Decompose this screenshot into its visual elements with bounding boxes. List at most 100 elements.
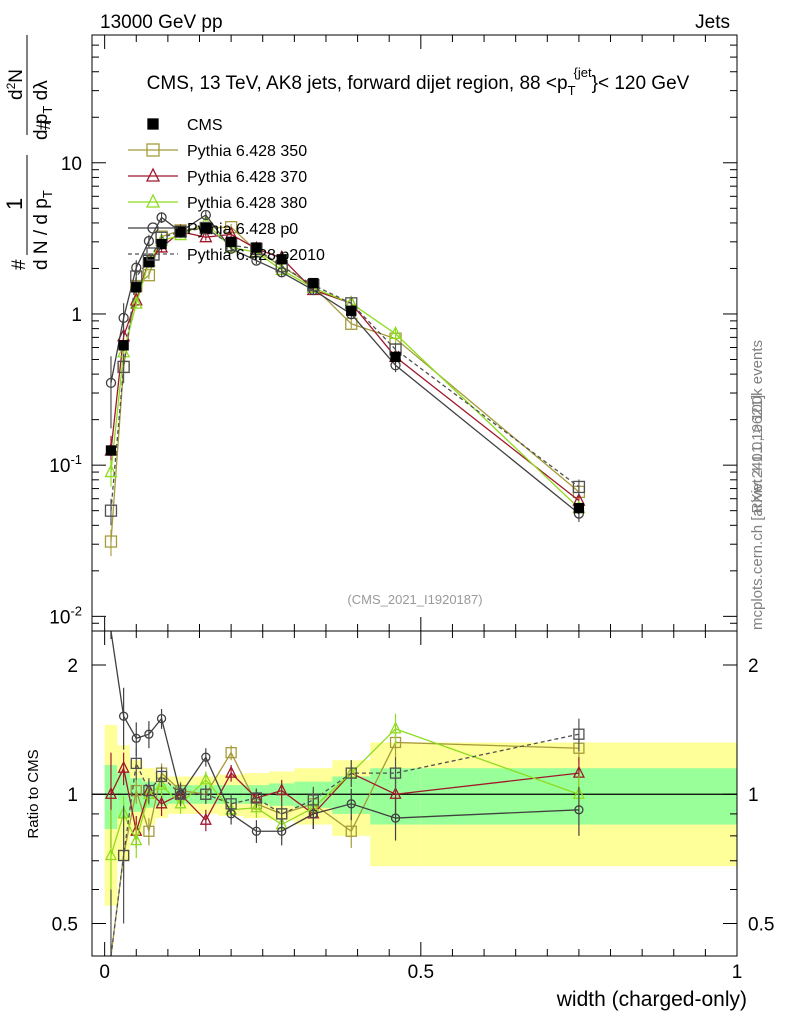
series-point (388, 325, 403, 340)
svg-text:#: # (9, 259, 30, 270)
ratio-point (117, 760, 130, 773)
cms-point (251, 242, 262, 253)
x-tick-label: 0.5 (408, 962, 434, 983)
series-point (199, 229, 213, 243)
legend-label: Pythia 6.428 p0 (187, 221, 298, 238)
ratio-point (277, 826, 287, 836)
svg-text:d2N: d2N (4, 69, 27, 100)
y-tick-label: 10 (61, 154, 82, 175)
ratio-uncertainty-bands (92, 724, 737, 906)
legend-marker (146, 247, 160, 261)
ratio-point (250, 792, 263, 804)
ratio-point (390, 813, 401, 823)
series-point (156, 212, 167, 223)
legend-entry: CMS (147, 117, 223, 134)
ratio-point (346, 799, 356, 809)
series-line (110, 226, 580, 542)
series-point (104, 535, 118, 548)
cms-point (308, 277, 319, 289)
series-point (129, 295, 143, 309)
main-series-layer (104, 209, 586, 557)
ratio-point (118, 711, 129, 721)
ratio-point (130, 757, 142, 770)
legend-label: CMS (187, 117, 223, 134)
ratio-point (104, 786, 118, 799)
main-series (104, 221, 586, 557)
legend-entry: Pythia 6.428 350 (128, 143, 307, 160)
ratio-series (110, 718, 585, 957)
ratio-point (156, 713, 167, 724)
ratio-series-layer (104, 630, 585, 957)
series-point (200, 209, 211, 221)
series-point (572, 480, 586, 494)
cms-data (105, 222, 585, 514)
svg-text:1: 1 (2, 198, 27, 210)
x-tick-label: 1 (732, 962, 743, 983)
ratio-point (104, 848, 118, 861)
cms-point (346, 305, 357, 316)
legend-entry: Pythia 6.428 p2010 (128, 247, 325, 264)
series-point (251, 255, 262, 266)
main-series (104, 215, 586, 516)
ratio-series-line (110, 728, 580, 856)
ratio-point (345, 825, 357, 837)
x-axis-label: width (charged-only) (556, 988, 747, 1011)
analysis-watermark: (CMS_2021_I1920187) (347, 592, 482, 607)
ratio-point (573, 728, 585, 740)
ratio-point (117, 849, 130, 862)
legend-label: Pythia 6.428 350 (187, 143, 307, 160)
series-point (105, 377, 117, 389)
legend-entry: Pythia 6.428 370 (128, 167, 307, 186)
legend-marker (147, 222, 159, 234)
mcplots-label: mcplots.cern.ch [arXiv:2401.10621] (749, 395, 766, 630)
ratio-point (275, 783, 288, 796)
y-tick-label: 10-2 (49, 603, 82, 628)
ratio-point (250, 800, 263, 813)
header-energy: 13000 GeV pp (100, 12, 223, 33)
ratio-series-line (110, 766, 579, 832)
series-point (104, 504, 118, 517)
cms-point (276, 254, 287, 265)
ratio-point (389, 721, 402, 734)
series-point (130, 270, 143, 283)
legend-marker (146, 143, 160, 157)
ratio-tick-label-left: 1 (67, 785, 78, 806)
ratio-tick-label-right: 1 (748, 785, 759, 806)
ratio-point (143, 825, 155, 837)
ratio-plot-frame (91, 630, 738, 957)
legend-marker (145, 193, 161, 208)
legend-entry: Pythia 6.428 p0 (128, 221, 298, 238)
ratio-tick-label-right: 2 (748, 656, 759, 677)
cms-point (131, 282, 142, 293)
ratio-point (251, 826, 262, 836)
ratio-point (155, 777, 168, 790)
ratio-point (574, 805, 584, 815)
series-line (110, 231, 580, 502)
ratio-point (131, 733, 141, 743)
ratio-point (389, 767, 402, 779)
ratio-series-line (110, 630, 579, 832)
ratio-tick-label-left: 0.5 (52, 914, 78, 935)
cms-point (143, 257, 155, 268)
series-point (143, 235, 155, 247)
cms-point (225, 236, 237, 247)
ratio-point (225, 798, 237, 810)
ratio-point (199, 812, 212, 825)
series-point (117, 360, 130, 374)
legend-label: Pythia 6.428 p2010 (187, 247, 325, 264)
legend-label: Pythia 6.428 380 (187, 195, 307, 212)
ratio-series-line (110, 741, 579, 957)
svg-text:#: # (34, 119, 55, 130)
ratio-point (307, 794, 319, 806)
series-point (118, 312, 129, 324)
ratio-point (276, 808, 288, 820)
ratio-point (225, 765, 238, 778)
ratio-tick-label-right: 0.5 (748, 914, 774, 935)
cms-point (200, 222, 211, 234)
ratio-series (110, 630, 584, 846)
ratio-point (174, 796, 187, 809)
svg-text:d pT dλ: d pT dλ (31, 80, 55, 140)
cms-point (118, 340, 129, 351)
legend-label: Pythia 6.428 370 (187, 169, 307, 186)
ratio-point (174, 788, 187, 800)
